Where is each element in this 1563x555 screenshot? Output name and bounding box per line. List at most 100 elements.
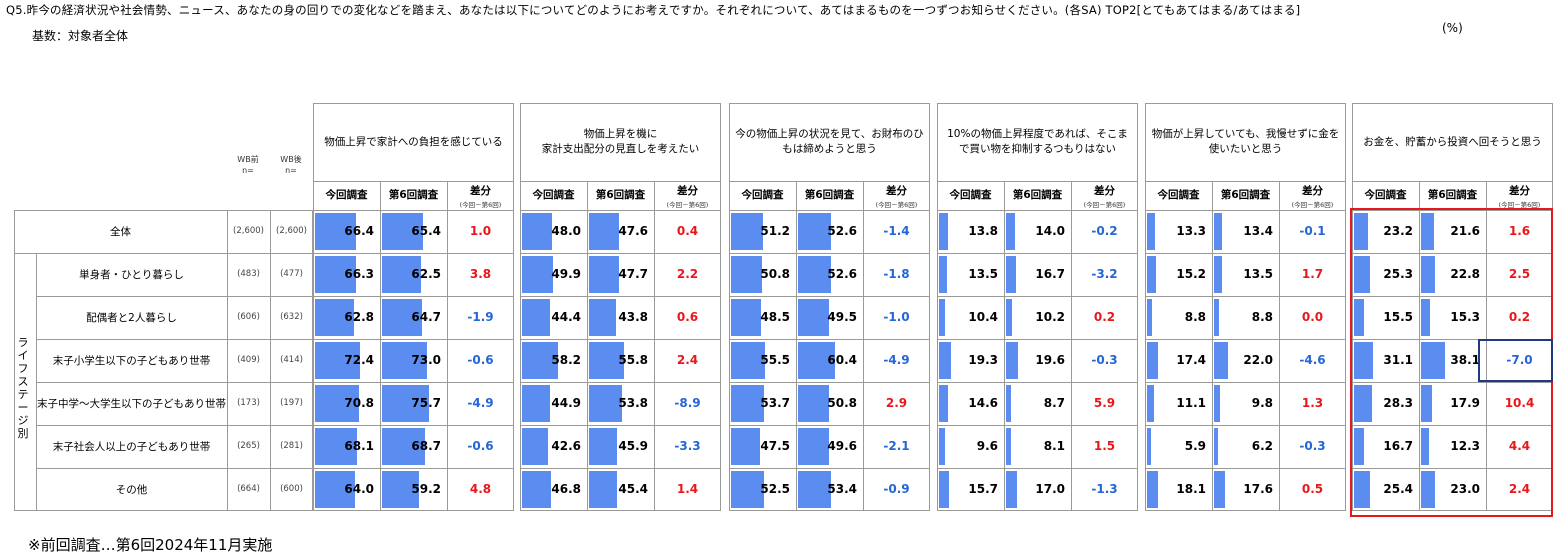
col-header-diff: 差分 [1094,185,1115,197]
value-diff: 0.5 [1301,482,1324,496]
bar-previous [798,213,831,250]
bar-previous [1421,471,1436,508]
row-divider [937,382,1138,383]
value-previous: 8.1 [1043,439,1065,453]
value-current: 25.3 [1383,267,1413,281]
value-diff: -1.8 [883,267,910,281]
bar-previous [1214,385,1221,422]
col-divider [1279,181,1280,511]
bar-current [731,256,763,293]
value-current: 48.5 [760,310,790,324]
value-previous: 49.6 [827,439,857,453]
value-diff: 5.9 [1093,396,1116,410]
group-header-divider [520,181,721,182]
bar-previous [1421,428,1429,465]
value-previous: 45.9 [618,439,648,453]
bar-current [731,385,765,422]
row-divider [520,425,721,426]
value-previous: 8.7 [1043,396,1065,410]
group-title-3: 10%の物価上昇程度であれば、そこまで買い物を抑制するつもりはない [947,128,1128,155]
bar-previous [589,471,618,508]
n-before: (173) [237,398,260,408]
col-divider [1486,181,1487,511]
bar-current [1354,342,1374,379]
row-divider [1352,296,1553,297]
col-header-previous: 第6回調査 [1012,189,1063,201]
row-divider [36,339,313,340]
group-frame-2 [729,103,930,511]
bar-current [315,428,358,465]
group-header-divider [937,181,1138,182]
unit-label: (%) [1442,21,1463,35]
group-title-0: 物価上昇で家計への負担を感じている [324,135,503,148]
row-divider [729,296,930,297]
bar-current [522,342,559,379]
group-title-2: 今の物価上昇の状況を見て、お財布のひもは締めようと思う [735,128,924,155]
value-diff: 2.5 [1508,267,1531,281]
bar-previous [589,299,617,336]
value-diff: -0.6 [467,353,494,367]
bar-current [522,213,552,250]
value-current: 17.4 [1176,353,1206,367]
bar-current [522,471,552,508]
value-current: 49.9 [551,267,581,281]
row-divider [1352,339,1553,340]
bar-previous [1006,385,1012,422]
value-diff: -7.0 [1506,353,1533,367]
group-header-divider [1145,181,1346,182]
bar-previous [589,428,618,465]
n-after: (2,600) [276,226,307,236]
value-diff: 1.0 [469,224,492,238]
bar-previous [589,342,624,379]
col-divider [863,181,864,511]
bar-current [522,428,549,465]
bar-previous [1421,342,1445,379]
value-current: 44.4 [551,310,581,324]
bar-current [731,471,764,508]
bar-current [731,342,766,379]
group-header-divider [729,181,930,182]
value-previous: 49.5 [827,310,857,324]
value-previous: 9.8 [1251,396,1273,410]
value-diff: -1.3 [1091,482,1118,496]
group-header-bottom [937,210,1138,211]
bar-current [522,385,550,422]
value-previous: 64.7 [411,310,441,324]
value-diff: -0.1 [1299,224,1326,238]
value-previous: 47.6 [618,224,648,238]
value-previous: 13.4 [1243,224,1273,238]
col-header-current: 今回調査 [741,189,784,201]
group-header-bottom [1352,210,1553,211]
bar-previous [1006,471,1017,508]
value-previous: 12.3 [1450,439,1480,453]
question-text: Q5.昨今の経済状況や社会情勢、ニュース、あなたの身の回りでの変化などを踏まえ、… [6,3,1301,17]
col-header-current: 今回調査 [325,189,368,201]
col-header-diff: 差分 [1302,185,1323,197]
bar-previous [382,428,425,465]
value-diff: 2.9 [885,396,908,410]
value-current: 72.4 [344,353,374,367]
row-divider [1352,468,1553,469]
value-previous: 23.0 [1450,482,1480,496]
group-title-4: 物価が上昇していても、我慢せずに金を使いたいと思う [1151,128,1340,155]
bar-previous [1214,428,1218,465]
bar-current [522,256,553,293]
value-previous: 21.6 [1450,224,1480,238]
value-current: 66.3 [344,267,374,281]
row-label: 全体 [110,226,131,238]
bar-current [315,256,357,293]
bar-current [522,299,550,336]
value-current: 14.6 [968,396,998,410]
bar-previous [382,342,428,379]
bar-previous [1421,299,1431,336]
col-header-diff-sub: (今回－第6回) [1083,201,1126,209]
row-divider [1145,382,1346,383]
group-title-5: お金を、貯蓄から投資へ回そうと思う [1363,135,1542,148]
row-label: 末子中学～大学生以下の子どもあり世帯 [37,398,226,410]
bar-current [1147,385,1154,422]
row-label: 単身者・ひとり暮らし [79,269,184,281]
bar-current [1354,471,1370,508]
row-stub-frame [14,210,313,511]
row-divider [313,253,514,254]
col-header-diff-sub: (今回－第6回) [875,201,918,209]
